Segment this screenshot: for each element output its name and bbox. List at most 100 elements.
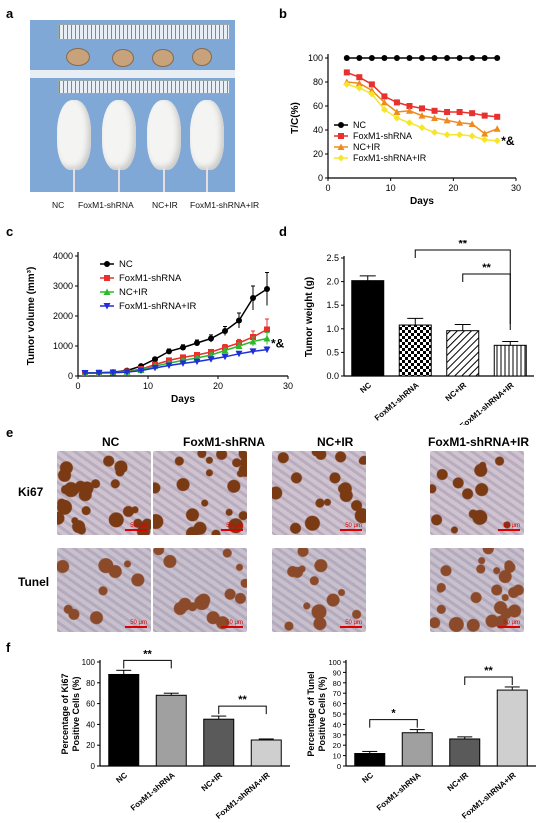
legend-marker <box>103 288 111 295</box>
significance-label: ** <box>238 694 247 706</box>
data-point <box>355 84 363 92</box>
significance-bracket <box>464 676 513 685</box>
data-point <box>368 90 376 98</box>
y-tick-label: 0 <box>68 371 73 381</box>
data-point <box>381 93 388 100</box>
legend-label: FoxM1-shRNA+IR <box>353 153 427 163</box>
data-point <box>263 346 271 354</box>
bar-NC+IR <box>446 330 480 377</box>
data-point <box>444 55 451 61</box>
data-point <box>250 295 256 301</box>
y-tick-label: 60 <box>333 700 341 709</box>
legend-marker <box>338 133 344 139</box>
data-point <box>356 74 363 81</box>
data-point <box>151 364 159 372</box>
ihc-ki67-nc-ir: 50 μm <box>272 451 366 535</box>
y-tick-label: 40 <box>333 720 341 729</box>
legend-label: FoxM1-shRNA <box>119 273 182 284</box>
y-axis-label: T/C(%) <box>290 102 301 134</box>
panel-label-b: b <box>279 6 287 21</box>
mouse-foxm1-shrna <box>102 100 136 170</box>
panel-label-d: d <box>279 224 287 239</box>
significance-annotation: *& <box>271 337 285 351</box>
y-tick-label: 60 <box>86 700 95 709</box>
scale-bar <box>221 626 243 628</box>
ruler-top <box>58 24 230 40</box>
legend-label: NC <box>119 259 133 270</box>
scale-bar-label: 50 μm <box>226 523 243 529</box>
legend-marker <box>104 275 110 281</box>
y-tick-label: 90 <box>333 668 341 677</box>
column-header-nc: NC <box>102 435 120 449</box>
ihc-tunel-foxm1-shrna: 50 μm <box>153 548 247 632</box>
data-point <box>152 356 158 363</box>
data-point <box>494 113 501 120</box>
panel-label-e: e <box>6 425 14 440</box>
category-label: FoxM1-shRNA <box>129 770 177 812</box>
y-tick-label: 30 <box>333 731 341 740</box>
data-point <box>431 55 438 61</box>
y-tick-label: 0 <box>318 173 323 183</box>
photo-label-foxm1-shrna-ir: FoxM1-shRNA+IR <box>190 200 260 210</box>
y-axis-label: Positive Cells (%) <box>71 676 81 751</box>
y-tick-label: 80 <box>313 77 323 87</box>
data-point <box>456 119 464 126</box>
tumor-nc <box>66 48 90 66</box>
y-tick-label: 1000 <box>53 341 73 351</box>
data-point <box>456 55 463 61</box>
data-point <box>236 317 242 324</box>
bar-FoxM1-shRNA <box>398 324 432 377</box>
data-point <box>419 55 425 61</box>
bar-FoxM1-shRNA <box>401 732 433 767</box>
data-point <box>393 55 400 61</box>
data-point <box>109 369 117 377</box>
bar-FoxM1-shRNA <box>155 694 187 767</box>
x-tick-label: 10 <box>143 381 153 391</box>
data-point <box>418 112 426 119</box>
y-tick-label: 100 <box>328 658 341 667</box>
data-point <box>393 99 400 106</box>
significance-annotation: *& <box>501 134 515 148</box>
x-tick-label: 20 <box>448 183 458 193</box>
series-FoxM1-shRNA+IR <box>343 80 501 145</box>
row-header-ki67: Ki67 <box>18 485 44 499</box>
significance-label: ** <box>143 648 152 660</box>
column-header-foxm1-shrna: FoxM1-shRNA <box>183 435 266 449</box>
data-point <box>419 105 425 112</box>
data-point <box>481 130 489 137</box>
category-label: FoxM1-shRNA <box>375 770 423 812</box>
data-point <box>207 356 215 363</box>
y-axis-label: Percentage of Ki67 <box>60 673 70 754</box>
x-axis-label: Days <box>171 394 195 405</box>
data-point <box>456 131 464 139</box>
data-point <box>343 69 350 76</box>
y-tick-label: 20 <box>333 741 341 750</box>
data-point <box>380 106 388 114</box>
column-header-foxm1-shrna-ir: FoxM1-shRNA+IR <box>428 435 530 449</box>
scale-bar-label: 50 μm <box>130 523 147 529</box>
data-point <box>137 367 145 375</box>
data-point <box>179 360 187 367</box>
data-point <box>356 55 363 61</box>
significance-label: * <box>391 708 396 720</box>
data-point <box>208 335 214 342</box>
data-point <box>222 328 228 334</box>
category-label: NC+IR <box>444 380 469 403</box>
legend-label: FoxM1-shRNA+IR <box>119 301 196 312</box>
data-point <box>431 128 439 136</box>
photo-label-nc: NC <box>52 200 65 210</box>
significance-bracket <box>123 659 172 669</box>
significance-label: ** <box>484 665 493 677</box>
scale-bar-label: 50 μm <box>503 523 520 529</box>
y-tick-label: 2.0 <box>326 277 339 287</box>
category-label: FoxM1-shRNA <box>373 380 421 422</box>
data-point <box>193 358 201 366</box>
panel-label-c: c <box>6 224 14 239</box>
scale-bar <box>340 529 362 531</box>
column-header-nc-ir: NC+IR <box>317 435 354 449</box>
ihc-tunel-nc-ir: 50 μm <box>272 548 366 632</box>
y-axis-label: Tumor weight (g) <box>304 277 315 357</box>
series-FoxM1-shRNA <box>343 69 501 120</box>
data-point <box>368 86 376 94</box>
